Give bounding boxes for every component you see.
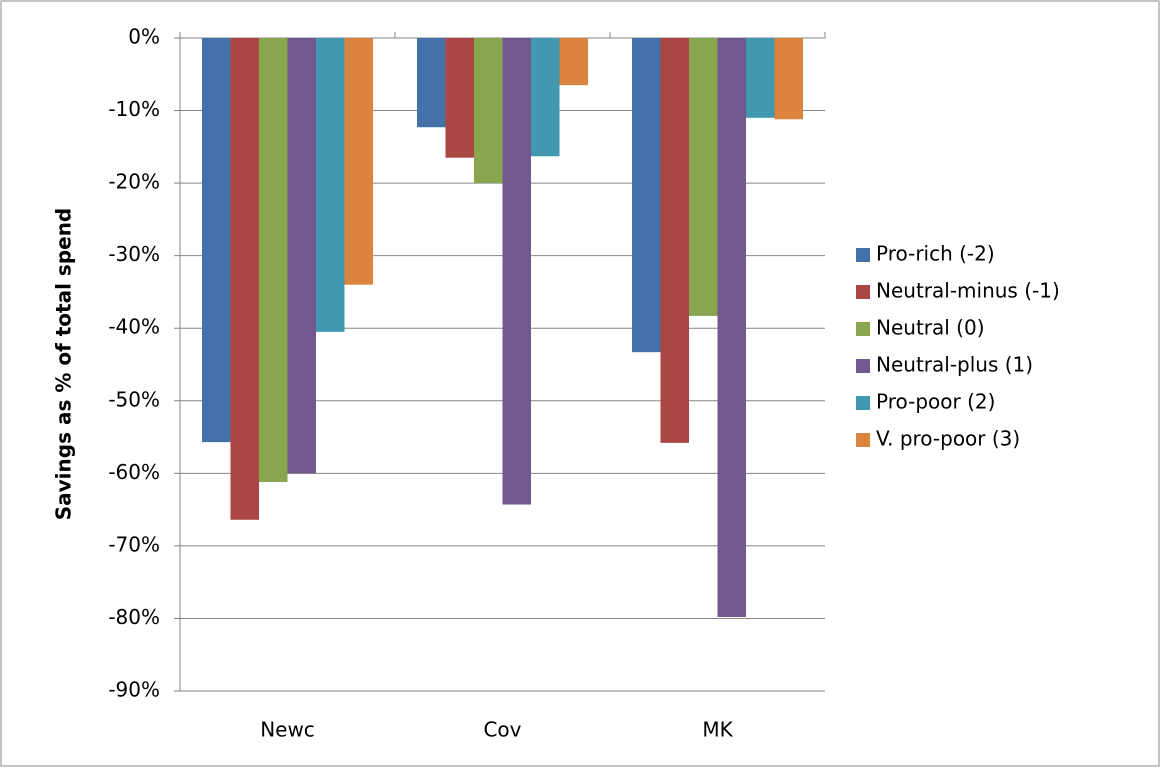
y-tick-label: -30% xyxy=(108,242,160,266)
y-tick-label: -80% xyxy=(108,605,160,629)
legend-label: Pro-poor (2) xyxy=(876,390,995,414)
legend-label: Pro-rich (-2) xyxy=(876,242,995,266)
bar xyxy=(717,38,746,617)
legend-label: V. pro-poor (3) xyxy=(876,427,1020,451)
y-axis-title: Savings as % of total spend xyxy=(52,208,76,521)
bar xyxy=(259,38,288,483)
y-tick-label: 0% xyxy=(128,25,160,49)
bar xyxy=(417,38,446,128)
bar xyxy=(746,38,775,118)
bar xyxy=(559,38,588,86)
y-tick-label: -20% xyxy=(108,170,160,194)
legend-label: Neutral-minus (-1) xyxy=(876,279,1060,303)
y-tick-label: -10% xyxy=(108,97,160,121)
y-tick-label: -60% xyxy=(108,460,160,484)
bar xyxy=(474,38,503,184)
bar xyxy=(689,38,718,316)
bar xyxy=(287,38,316,474)
x-tick-label: Cov xyxy=(483,718,521,742)
bar xyxy=(344,38,373,285)
legend-swatch xyxy=(856,322,870,336)
bar xyxy=(316,38,345,332)
bar xyxy=(774,38,803,120)
legend-label: Neutral (0) xyxy=(876,316,985,340)
bar xyxy=(230,38,259,520)
legend-swatch xyxy=(856,396,870,410)
y-tick-label: -40% xyxy=(108,315,160,339)
bar xyxy=(531,38,560,157)
legend-swatch xyxy=(856,359,870,373)
x-tick-label: Newc xyxy=(260,718,315,742)
bar xyxy=(660,38,689,443)
legend-swatch xyxy=(856,248,870,262)
y-tick-label: -50% xyxy=(108,387,160,411)
legend-label: Neutral-plus (1) xyxy=(876,353,1033,377)
bar xyxy=(202,38,231,443)
bar xyxy=(502,38,531,505)
y-tick-label: -90% xyxy=(108,678,160,702)
x-tick-label: MK xyxy=(702,718,733,742)
legend-swatch xyxy=(856,285,870,299)
bar xyxy=(632,38,661,353)
bar xyxy=(445,38,474,158)
y-tick-label: -70% xyxy=(108,532,160,556)
legend-swatch xyxy=(856,433,870,447)
